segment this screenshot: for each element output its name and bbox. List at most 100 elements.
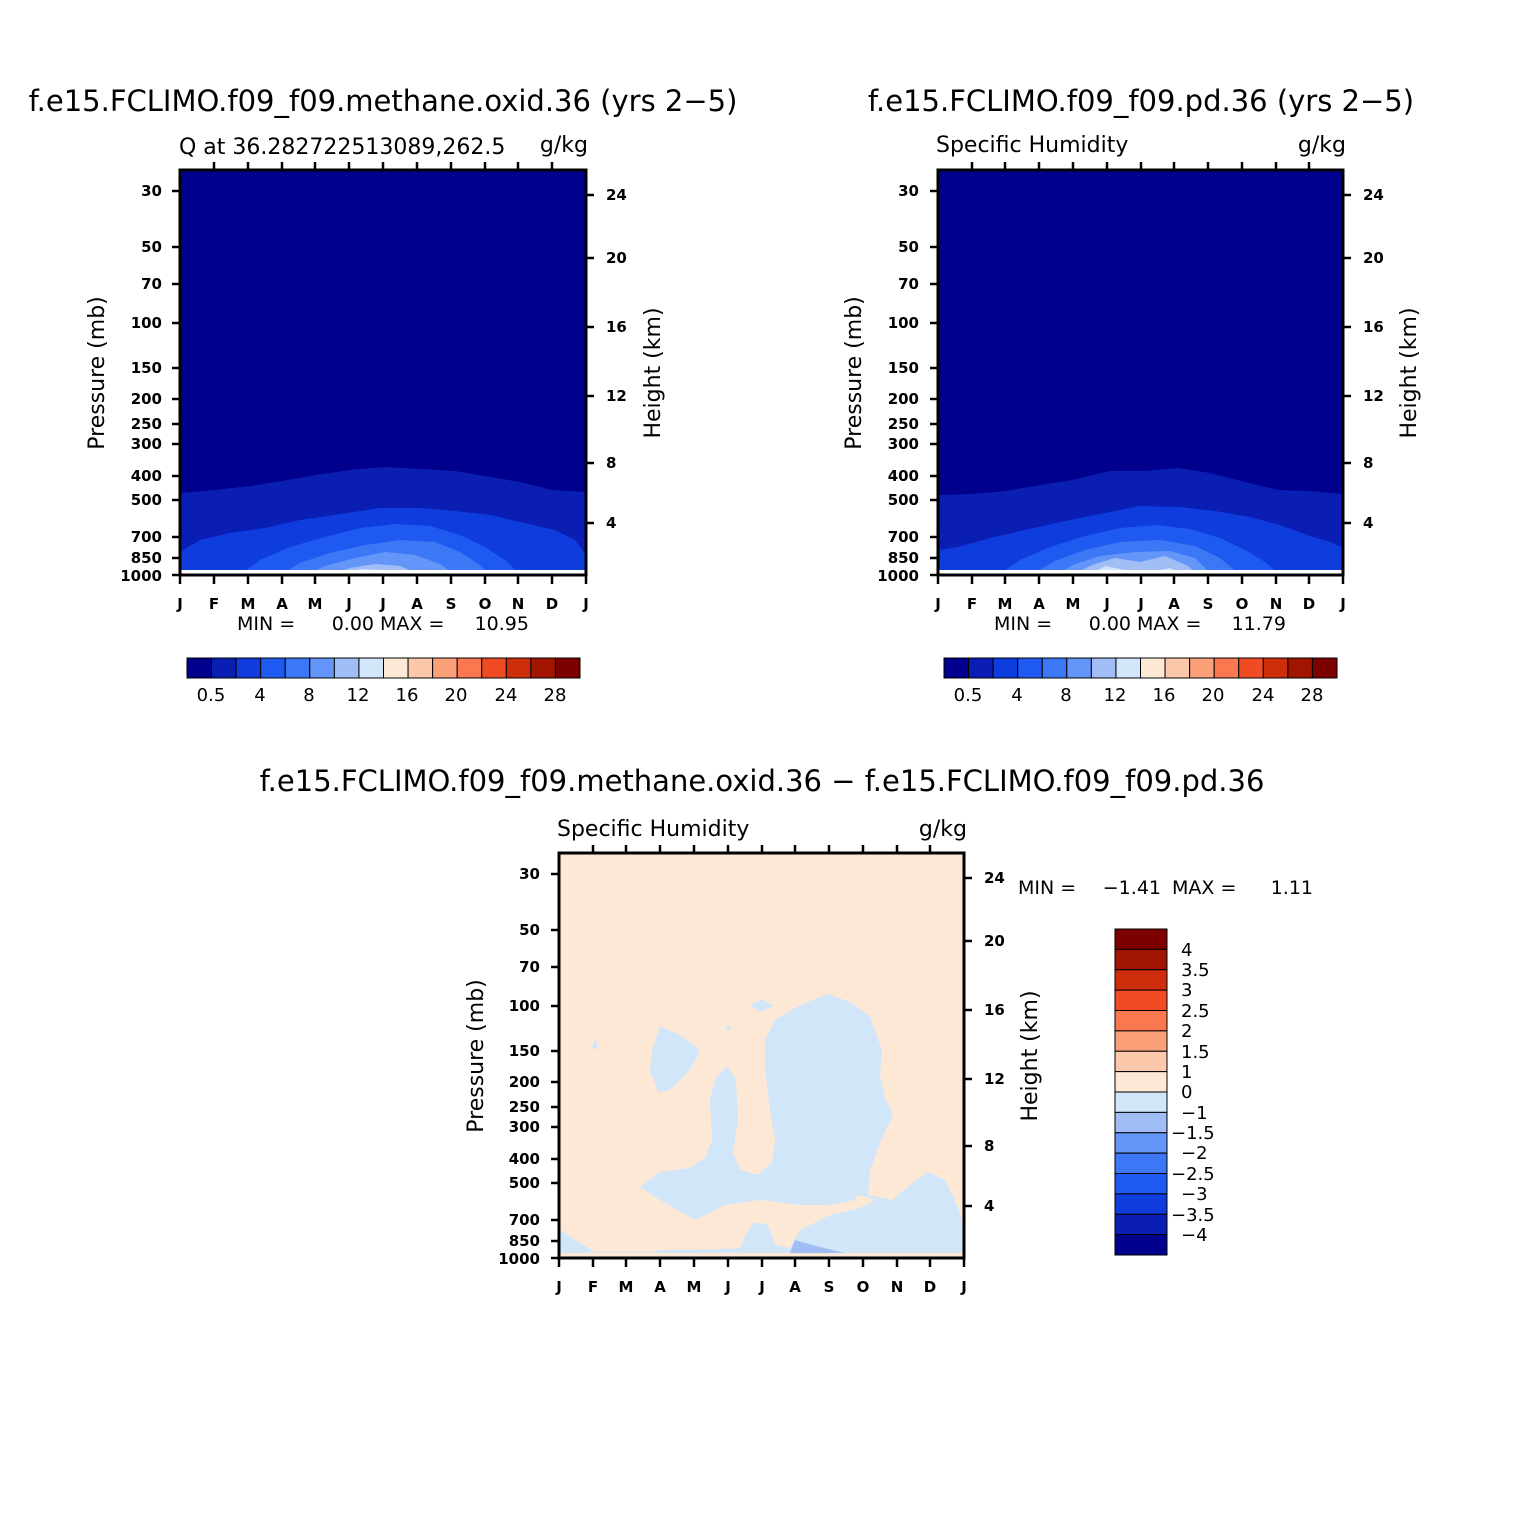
panel2-min-value: 0.00 xyxy=(1089,613,1131,635)
panel2-y2tick: 12 xyxy=(1363,387,1384,405)
panel1-surface-line xyxy=(180,570,586,575)
panel2-surface-line xyxy=(938,570,1343,575)
colorbar-swatch xyxy=(1114,1111,1168,1134)
colorbar-swatch xyxy=(1114,1071,1168,1093)
panel3-xtick: J xyxy=(724,1278,731,1296)
panel3-stronger-negative xyxy=(790,1240,845,1253)
panel1-colorbar xyxy=(186,657,581,679)
panel2-subtitle-left: Specific Humidity xyxy=(936,133,1128,158)
panel1-x-axis xyxy=(178,162,588,584)
panel1-xtick: J xyxy=(176,595,183,613)
panel1-cb-label: 0.5 xyxy=(197,685,226,706)
panel3-cb-label: −2 xyxy=(1181,1143,1208,1164)
panel1-subtitle-left: Q at 36.282722513089,262.5 xyxy=(179,135,505,160)
panel1-cb-label: 16 xyxy=(396,685,419,706)
panel1-xtick: F xyxy=(209,595,219,613)
panel3-negative-region xyxy=(560,994,964,1258)
panel3-xtick: O xyxy=(857,1278,870,1296)
panel3-ytick: 500 xyxy=(509,1174,540,1192)
panel3-xtick: S xyxy=(824,1278,835,1296)
colorbar-swatch xyxy=(1066,657,1092,679)
panel2-y2-axis xyxy=(1343,193,1351,525)
colorbar-swatch xyxy=(1114,989,1168,1012)
panel1-xtick: N xyxy=(512,595,525,613)
panel-pd: f.e15.FCLIMO.f09_f09.pd.36 (yrs 2−5) Spe… xyxy=(842,84,1422,706)
panel3-ytick: 850 xyxy=(509,1232,540,1250)
panel2-cb-label: 0.5 xyxy=(954,685,983,706)
colorbar-swatch xyxy=(260,657,286,679)
colorbar-swatch xyxy=(456,657,483,679)
panel1-y2tick: 20 xyxy=(606,249,627,267)
panel1-ytick: 500 xyxy=(131,491,162,509)
panel1-xtick: M xyxy=(308,595,323,613)
panel3-ytick: 30 xyxy=(519,865,540,883)
panel-difference: f.e15.FCLIMO.f09_f09.methane.oxid.36 − f… xyxy=(260,764,1313,1296)
panel2-xtick: F xyxy=(967,595,977,613)
panel3-negative-patch xyxy=(650,1026,700,1092)
panel3-negative-patch xyxy=(750,999,774,1012)
panel2-xtick: J xyxy=(934,595,941,613)
panel2-min-label: MIN = xyxy=(994,613,1052,635)
panel3-xtick: M xyxy=(619,1278,634,1296)
colorbar-swatch xyxy=(1114,1010,1168,1032)
colorbar-swatch xyxy=(968,657,994,679)
panel3-ytick: 250 xyxy=(509,1098,540,1116)
colorbar-swatch xyxy=(1114,1173,1168,1195)
panel3-cb-label: −2.5 xyxy=(1171,1164,1215,1185)
colorbar-swatch xyxy=(943,657,970,679)
panel2-cb-label: 24 xyxy=(1252,685,1275,706)
panel3-surface-band xyxy=(559,1253,964,1258)
panel1-y2tick: 8 xyxy=(606,454,616,472)
colorbar-swatch xyxy=(284,657,311,679)
panel2-ylabel: Pressure (mb) xyxy=(842,296,867,450)
panel2-max-value: 11.79 xyxy=(1232,613,1286,635)
panel1-min-value: 0.00 xyxy=(332,613,374,635)
panel1-max-value: 10.95 xyxy=(475,613,529,635)
panel3-xtick: J xyxy=(758,1278,765,1296)
colorbar-swatch xyxy=(1114,1030,1168,1052)
panel3-y2tick: 4 xyxy=(984,1197,994,1215)
panel2-ytick: 300 xyxy=(888,435,919,453)
panel1-ytick: 400 xyxy=(131,467,162,485)
panel1-max-label: MAX = xyxy=(380,613,444,635)
panel1-ylabel: Pressure (mb) xyxy=(85,296,110,450)
panel2-cb-label: 8 xyxy=(1060,685,1071,706)
colorbar-swatch xyxy=(554,657,581,679)
panel2-cb-label: 12 xyxy=(1104,685,1127,706)
colorbar-swatch xyxy=(211,657,237,679)
colorbar-swatch xyxy=(1114,948,1168,971)
panel3-min-value: −1.41 xyxy=(1103,877,1161,899)
panel3-ytick: 100 xyxy=(509,997,540,1015)
panel3-ytick: 50 xyxy=(519,921,540,939)
colorbar-swatch xyxy=(333,657,360,679)
panel3-title: f.e15.FCLIMO.f09_f09.methane.oxid.36 − f… xyxy=(260,764,1265,798)
panel3-negative-patch xyxy=(725,1025,732,1032)
colorbar-swatch xyxy=(235,657,262,679)
colorbar-swatch xyxy=(1114,1132,1168,1154)
panel2-xtick: S xyxy=(1203,595,1214,613)
panel2-colorbar xyxy=(943,657,1338,679)
colorbar-swatch xyxy=(432,657,458,679)
colorbar-swatch xyxy=(1238,657,1264,679)
panel1-plot-area xyxy=(178,168,588,577)
panel2-x-axis xyxy=(936,162,1345,584)
panel3-cb-label: 1 xyxy=(1181,1062,1192,1083)
colorbar-swatch xyxy=(1164,657,1191,679)
panel1-ytick: 850 xyxy=(131,549,162,567)
colorbar-swatch xyxy=(1090,657,1117,679)
colorbar-swatch xyxy=(1311,657,1338,679)
panel3-xtick: J xyxy=(960,1278,967,1296)
panel3-subtitle-left: Specific Humidity xyxy=(557,817,749,842)
panel2-y2tick: 4 xyxy=(1363,514,1373,532)
panel3-y2tick: 8 xyxy=(984,1137,994,1155)
colorbar-swatch xyxy=(1114,1234,1168,1256)
panel3-max-label: MAX = xyxy=(1172,877,1236,899)
panel3-ylabel: Pressure (mb) xyxy=(464,979,489,1133)
panel2-xtick: N xyxy=(1270,595,1283,613)
panel2-ylabel-right: Height (km) xyxy=(1397,307,1422,438)
colorbar-swatch xyxy=(1287,657,1313,679)
panel3-y2tick: 12 xyxy=(984,1070,1005,1088)
panel2-xtick: M xyxy=(998,595,1013,613)
panel3-ylabel-right: Height (km) xyxy=(1018,990,1043,1121)
panel3-cb-label: 3 xyxy=(1181,980,1192,1001)
